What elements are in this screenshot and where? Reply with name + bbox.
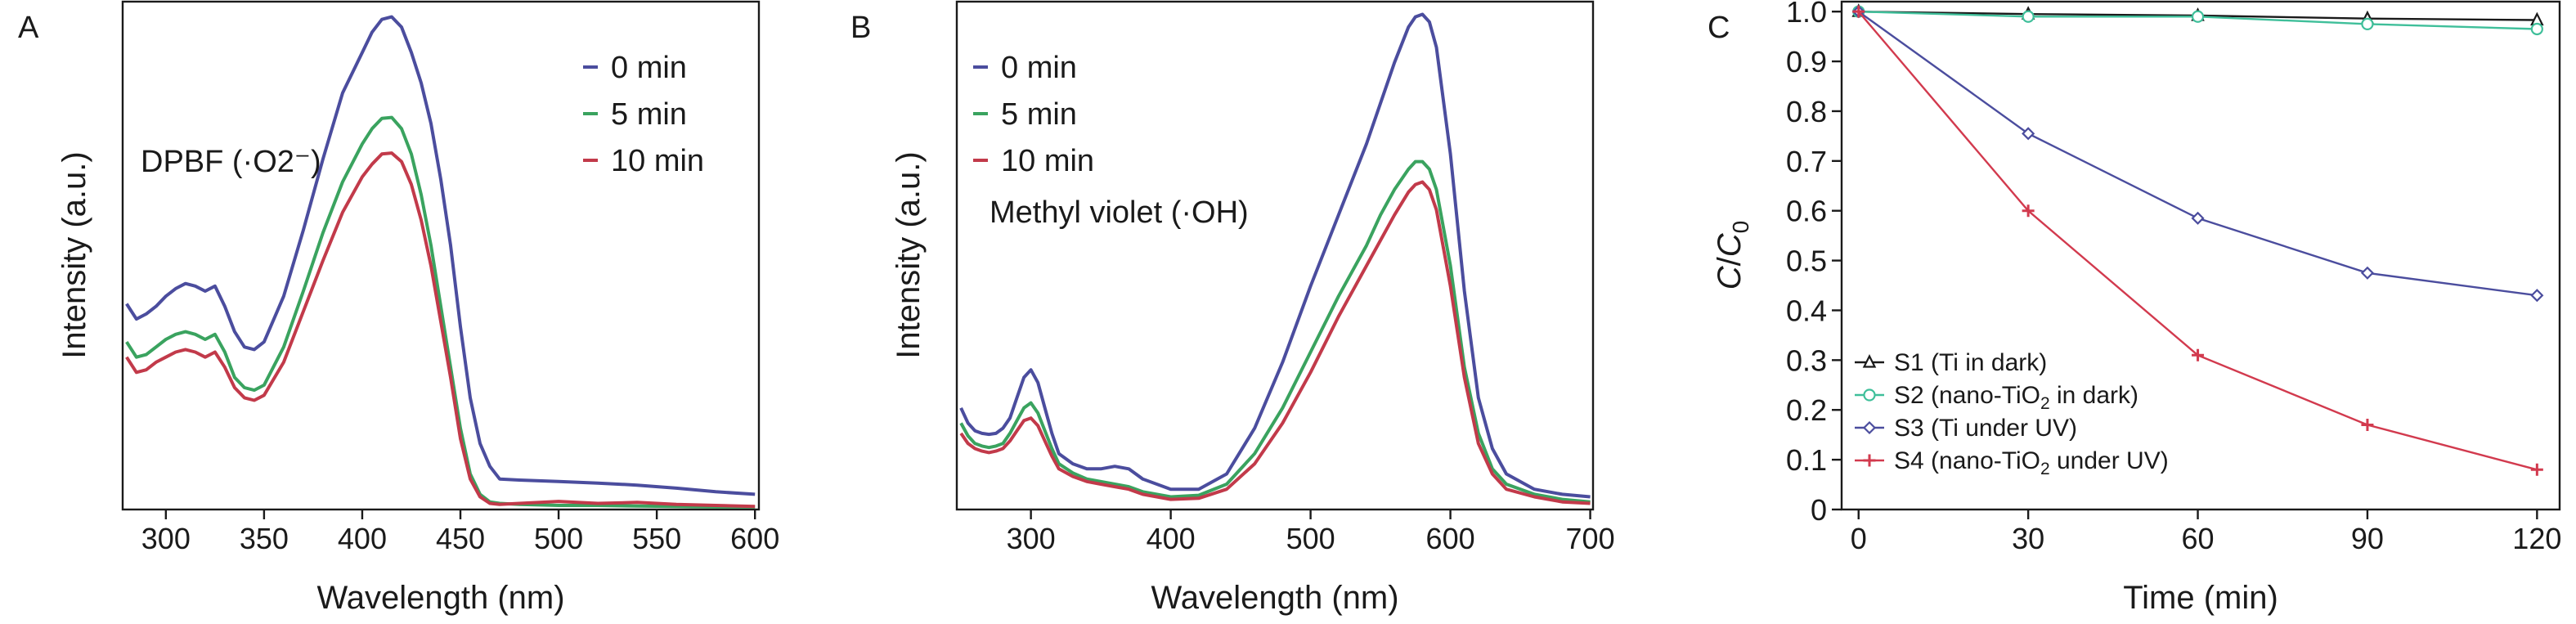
panel-b-legend-label: 10 min: [1001, 144, 1094, 178]
panel-b-series-line-3: [959, 180, 1591, 505]
panel-c-point-s2: [2530, 22, 2543, 36]
panel-a-x-tick-label: 400: [338, 522, 387, 555]
panel-c-y-tick-label: 0.9: [1786, 45, 1827, 79]
panel-c-y-axis-title-sub: 0: [1728, 221, 1753, 234]
panel-c-x-tick-label: 90: [2351, 522, 2384, 555]
panel-c-legend-label: S3 (Ti under UV): [1894, 415, 2077, 442]
panel-c-point-s4: [2530, 463, 2543, 476]
panel-c-y-tick-label: 0.5: [1786, 245, 1827, 278]
panel-c-chart: 0 30 60 90 120 0 0.1 0.2 0.3 0.4 0.5 0.6 0.7 0.8 0.9 1.…: [1712, 0, 2561, 616]
panel-a-x-tick-label: 350: [240, 522, 289, 555]
panel-c-x-tick-label: 0: [1851, 522, 1867, 555]
panel-c-legend-label: S1 (Ti in dark): [1894, 349, 2047, 376]
panel-c-point-s2: [2191, 10, 2205, 23]
panel-c-y-tick-label: 0.2: [1786, 393, 1827, 427]
panel-c-frame: [1840, 0, 2561, 511]
panel-c-point-s3: [2530, 289, 2544, 303]
panel-a-x-tick-label: 300: [141, 522, 191, 555]
panel-c-y-axis-title-sep: /: [1712, 256, 1748, 266]
panel-c-y-tick-label: 0.4: [1786, 294, 1827, 327]
panel-c-point-s2: [2022, 10, 2035, 23]
panel-letter-a: A: [18, 11, 39, 45]
panel-b-series: [959, 12, 1591, 505]
panel-c-x-tick-label: 30: [2012, 522, 2044, 555]
panel-a-legend-label: 5 min: [611, 97, 687, 132]
panel-c-series: [1851, 3, 2544, 476]
panel-c-x-tick-label: 120: [2512, 522, 2561, 555]
panel-a-x-axis-title: Wavelength (nm): [316, 580, 564, 616]
panel-b-x-tick-label: 500: [1286, 522, 1335, 555]
panel-letter-c: C: [1708, 11, 1730, 45]
panel-a-y-axis-title: Intensity (a.u.): [56, 151, 92, 358]
panel-b-y-axis-title: Intensity (a.u.): [891, 151, 927, 358]
panel-c-legend-label: S4 (nano-TiO2 under UV): [1894, 447, 2169, 478]
panel-c-legend-marker: [1862, 354, 1877, 368]
panel-c-point-s4: [2361, 419, 2374, 431]
panel-c-y-tick-label: 0.6: [1786, 195, 1827, 228]
panel-c-y-axis-title-main: C: [1712, 265, 1748, 290]
panel-a-x-tick-label: 500: [534, 522, 583, 555]
panel-c-x-axis-title: Time (min): [2123, 580, 2278, 616]
panel-a-frame: [121, 0, 761, 511]
panel-c-y-tick-label: 0.3: [1786, 343, 1827, 377]
panel-c-legend: S1 (Ti in dark) S2 (nano-TiO2 in dark)S3 …: [1855, 349, 2169, 478]
panel-c-y-tick-label: 0.8: [1786, 95, 1827, 128]
panel-b-frame: [955, 0, 1595, 511]
panel-letter-b: B: [850, 11, 871, 45]
panel-b-x-tick-label: 700: [1566, 522, 1615, 555]
panel-c-point-s3: [2360, 266, 2375, 280]
panel-c-y-tick-label: 0.1: [1786, 443, 1827, 477]
panel-c-point-s4: [2022, 204, 2035, 218]
panel-c-legend-marker: [1862, 420, 1877, 435]
panel-a-x-tick-label: 600: [730, 522, 779, 555]
panel-a-series-line-1: [125, 15, 756, 496]
panel-a-chart: 300 350 400 450 500 550 600 DPBF (·O2⁻) 0 min 5…: [56, 0, 779, 616]
panel-c-y-axis-title-main2: C: [1712, 232, 1748, 257]
panel-b-x-tick-label: 300: [1007, 522, 1056, 555]
panel-b-annotation: Methyl violet (·OH): [990, 195, 1249, 230]
panel-c-point-s2: [2361, 17, 2374, 30]
panel-b-legend-label: 5 min: [1001, 97, 1077, 132]
panel-a-legend-label: 10 min: [611, 144, 704, 178]
panel-b-x-tick-label: 600: [1426, 522, 1475, 555]
panel-a-series: [125, 15, 756, 509]
panel-b-series-line-2: [959, 159, 1591, 504]
panel-c-legend-marker: [1863, 454, 1876, 467]
panel-a-x-tick-label: 550: [632, 522, 681, 555]
panel-c-point-s3: [2191, 211, 2205, 225]
panel-b-x-ticks: 300 400 500 600 700: [1007, 510, 1615, 555]
panel-c-y-tick-label: 0.7: [1786, 145, 1827, 178]
panel-c-legend-label: S2 (nano-TiO2 in dark): [1894, 382, 2138, 413]
panel-b-chart: 300 400 500 600 700 0 min 5 min 10 min Methyl …: [891, 0, 1615, 616]
panel-c-series-line-3: [1857, 11, 2538, 297]
panel-b-legend-label: 0 min: [1001, 51, 1077, 85]
panel-a-x-ticks: 300 350 400 450 500 550 600: [141, 510, 779, 555]
panel-a-legend-label: 0 min: [611, 51, 687, 85]
panel-c-legend-marker: [1863, 388, 1876, 402]
panel-b-x-tick-label: 400: [1147, 522, 1196, 555]
panel-c-y-tick-label: 1.0: [1786, 0, 1827, 29]
panel-a-x-tick-label: 450: [436, 522, 485, 555]
panel-c-y-tick-label: 0: [1811, 493, 1827, 527]
panel-a-series-line-3: [125, 151, 756, 509]
panel-c-point-s3: [2022, 127, 2035, 141]
panel-c-point-s4: [2192, 348, 2205, 361]
panel-c-y-axis-title: C/C0: [1712, 221, 1753, 290]
panel-c-x-tick-label: 60: [2182, 522, 2215, 555]
panel-b-legend: 0 min 5 min 10 min: [973, 51, 1094, 178]
panel-a-legend: 0 min 5 min 10 min: [583, 51, 704, 178]
panel-b-series-line-1: [959, 12, 1591, 499]
panel-a-annotation: DPBF (·O2⁻): [141, 145, 321, 179]
panel-c-ticks: 0 30 60 90 120 0 0.1 0.2 0.3 0.4 0.5 0.6 0.7 0.8 0.9 1.…: [1786, 0, 2561, 555]
panel-c-point-s4: [1852, 5, 1865, 18]
panel-b-x-axis-title: Wavelength (nm): [1151, 580, 1398, 616]
